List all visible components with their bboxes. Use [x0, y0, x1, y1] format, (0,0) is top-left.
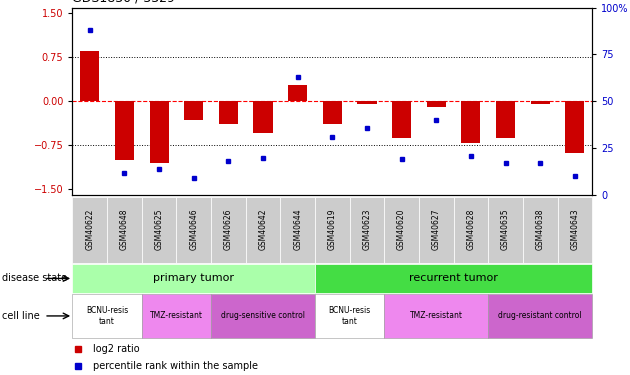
Bar	[142, 197, 176, 262]
Bar	[350, 197, 384, 262]
Text: GSM40643: GSM40643	[570, 209, 580, 251]
Text: cell line: cell line	[2, 311, 40, 321]
Text: TMZ-resistant: TMZ-resistant	[150, 311, 203, 320]
Text: GSM40638: GSM40638	[536, 209, 545, 251]
Text: log2 ratio: log2 ratio	[93, 344, 140, 354]
Bar	[211, 294, 315, 338]
Bar	[149, 101, 169, 163]
Bar	[72, 197, 107, 262]
Bar	[72, 264, 315, 292]
Bar	[72, 294, 142, 338]
Text: GSM40619: GSM40619	[328, 209, 337, 251]
Text: GSM40646: GSM40646	[189, 209, 198, 251]
Bar	[384, 197, 419, 262]
Text: BCNU-resis
tant: BCNU-resis tant	[86, 306, 129, 326]
Bar	[184, 101, 203, 120]
Bar	[115, 101, 134, 160]
Text: GSM40626: GSM40626	[224, 209, 233, 251]
Text: GSM40627: GSM40627	[432, 209, 441, 251]
Text: GSM40642: GSM40642	[258, 209, 268, 251]
Bar	[488, 294, 592, 338]
Text: GSM40623: GSM40623	[362, 209, 372, 251]
Bar	[315, 294, 384, 338]
Bar	[280, 197, 315, 262]
Text: GSM40648: GSM40648	[120, 209, 129, 251]
Bar	[107, 197, 142, 262]
Text: GSM40635: GSM40635	[501, 209, 510, 251]
Bar	[461, 101, 481, 144]
Text: disease state: disease state	[2, 273, 67, 284]
Bar	[384, 294, 488, 338]
Text: GDS1830 / 3329: GDS1830 / 3329	[72, 0, 175, 5]
Bar	[246, 197, 280, 262]
Text: drug-resistant control: drug-resistant control	[498, 311, 582, 320]
Bar	[357, 101, 377, 104]
Text: primary tumor: primary tumor	[153, 273, 234, 284]
Bar	[392, 101, 411, 138]
Text: GSM40644: GSM40644	[293, 209, 302, 251]
Bar	[565, 101, 585, 153]
Bar	[427, 101, 446, 107]
Bar	[315, 264, 592, 292]
Bar	[211, 197, 246, 262]
Text: recurrent tumor: recurrent tumor	[409, 273, 498, 284]
Bar	[558, 197, 592, 262]
Bar	[315, 197, 350, 262]
Text: TMZ-resistant: TMZ-resistant	[410, 311, 463, 320]
Bar	[142, 294, 211, 338]
Text: GSM40628: GSM40628	[466, 209, 476, 251]
Bar	[219, 101, 238, 123]
Bar	[530, 101, 550, 104]
Bar	[80, 51, 100, 101]
Bar	[523, 197, 558, 262]
Bar	[454, 197, 488, 262]
Text: GSM40625: GSM40625	[154, 209, 164, 251]
Text: percentile rank within the sample: percentile rank within the sample	[93, 361, 258, 371]
Text: BCNU-resis
tant: BCNU-resis tant	[328, 306, 371, 326]
Text: GSM40620: GSM40620	[397, 209, 406, 251]
Text: GSM40622: GSM40622	[85, 209, 94, 251]
Text: drug-sensitive control: drug-sensitive control	[221, 311, 305, 320]
Bar	[253, 101, 273, 134]
Bar	[288, 85, 307, 101]
Bar	[496, 101, 515, 138]
Bar	[176, 197, 211, 262]
Bar	[419, 197, 454, 262]
Bar	[488, 197, 523, 262]
Bar	[323, 101, 342, 123]
